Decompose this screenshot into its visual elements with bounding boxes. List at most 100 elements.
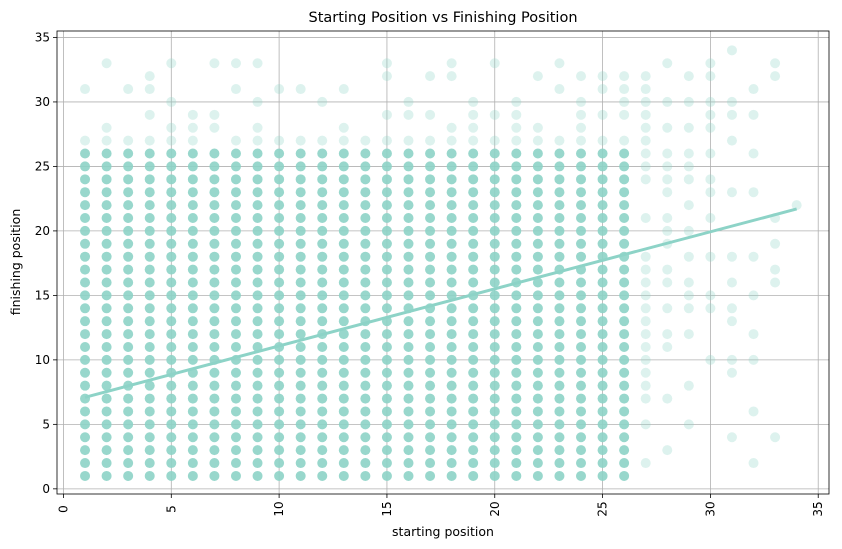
data-point	[338, 200, 349, 211]
data-point	[662, 187, 673, 198]
data-point	[101, 58, 112, 69]
x-tick-label: 30	[703, 501, 717, 516]
data-point	[619, 406, 630, 417]
data-point	[166, 251, 177, 262]
data-point	[360, 445, 371, 456]
data-point	[619, 161, 630, 172]
y-tick-label: 35	[35, 30, 50, 44]
data-point	[360, 406, 371, 417]
data-point	[425, 329, 436, 340]
data-point	[446, 71, 457, 82]
data-point	[166, 264, 177, 275]
data-point	[295, 470, 306, 481]
data-point	[144, 316, 155, 327]
data-point	[511, 406, 522, 417]
data-point	[446, 225, 457, 236]
data-point	[123, 277, 134, 288]
data-point	[187, 329, 198, 340]
data-point	[532, 277, 543, 288]
data-point	[532, 303, 543, 314]
data-point	[576, 277, 587, 288]
data-point	[123, 445, 134, 456]
data-point	[80, 432, 91, 443]
data-point	[576, 109, 587, 120]
data-point	[554, 419, 565, 430]
data-point	[468, 406, 479, 417]
data-point	[101, 161, 112, 172]
data-point	[360, 135, 371, 146]
data-point	[166, 174, 177, 185]
data-point	[144, 71, 155, 82]
data-point	[403, 354, 414, 365]
data-point	[532, 161, 543, 172]
data-point	[381, 393, 392, 404]
data-point	[726, 96, 737, 107]
data-point	[468, 238, 479, 249]
data-point	[748, 406, 759, 417]
data-point	[619, 238, 630, 249]
data-point	[144, 84, 155, 95]
data-point	[317, 354, 328, 365]
data-point	[468, 251, 479, 262]
data-point	[468, 354, 479, 365]
data-point	[338, 225, 349, 236]
data-point	[252, 367, 263, 378]
data-point	[446, 148, 457, 159]
data-point	[532, 225, 543, 236]
data-point	[360, 354, 371, 365]
data-point	[338, 290, 349, 301]
data-point	[489, 225, 500, 236]
data-point	[489, 445, 500, 456]
scatter-points	[80, 45, 802, 481]
data-point	[726, 277, 737, 288]
data-point	[209, 251, 220, 262]
data-point	[209, 316, 220, 327]
data-point	[187, 458, 198, 469]
data-point	[597, 419, 608, 430]
data-point	[317, 432, 328, 443]
data-point	[425, 367, 436, 378]
data-point	[489, 187, 500, 198]
data-point	[230, 225, 241, 236]
data-point	[209, 213, 220, 224]
data-point	[446, 135, 457, 146]
data-point	[468, 316, 479, 327]
data-point	[489, 354, 500, 365]
data-point	[726, 187, 737, 198]
data-point	[144, 419, 155, 430]
data-point	[209, 225, 220, 236]
data-point	[187, 174, 198, 185]
data-point	[662, 225, 673, 236]
data-point	[123, 161, 134, 172]
data-point	[101, 380, 112, 391]
data-point	[209, 238, 220, 249]
data-point	[101, 213, 112, 224]
data-point	[705, 174, 716, 185]
data-point	[425, 316, 436, 327]
data-point	[597, 148, 608, 159]
data-point	[187, 277, 198, 288]
data-point	[295, 290, 306, 301]
y-tick-label: 25	[35, 159, 50, 173]
data-point	[597, 135, 608, 146]
data-point	[576, 303, 587, 314]
data-point	[381, 419, 392, 430]
data-point	[381, 277, 392, 288]
data-point	[381, 290, 392, 301]
data-point	[403, 174, 414, 185]
data-point	[554, 277, 565, 288]
data-point	[468, 225, 479, 236]
data-point	[123, 148, 134, 159]
data-point	[230, 148, 241, 159]
data-point	[144, 277, 155, 288]
data-point	[295, 238, 306, 249]
data-point	[425, 341, 436, 352]
data-point	[662, 161, 673, 172]
data-point	[446, 354, 457, 365]
data-point	[554, 380, 565, 391]
data-point	[489, 277, 500, 288]
data-point	[640, 148, 651, 159]
data-point	[381, 251, 392, 262]
data-point	[576, 341, 587, 352]
data-point	[726, 109, 737, 120]
